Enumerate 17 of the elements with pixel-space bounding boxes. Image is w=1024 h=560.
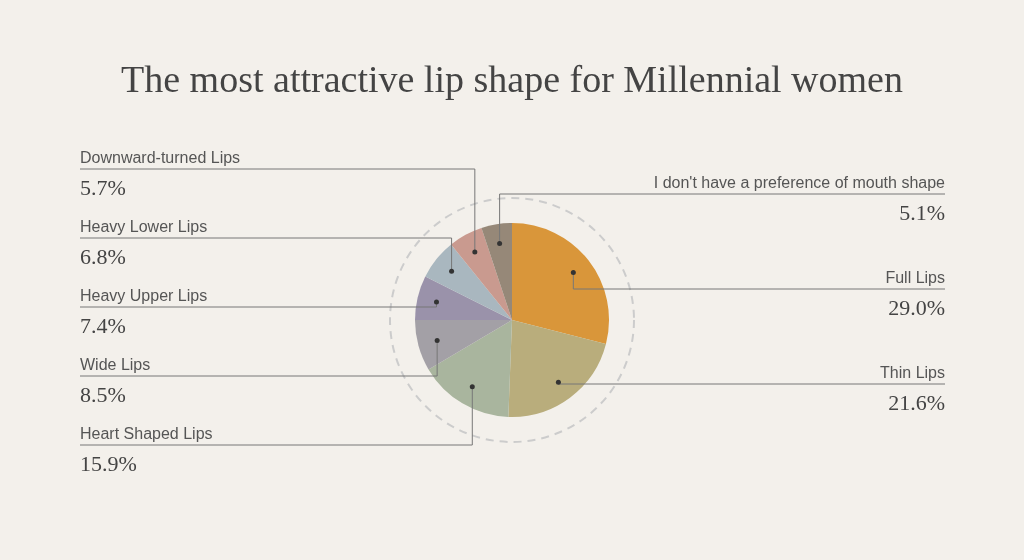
slice-label: Thin Lips: [880, 364, 945, 381]
slice-label: Heavy Upper Lips: [80, 287, 208, 304]
data-label: 5.7%: [80, 175, 126, 200]
chart-title: The most attractive lip shape for Millennial women: [121, 58, 903, 100]
slice-label: Wide Lips: [80, 356, 151, 373]
data-label: 5.1%: [899, 200, 945, 225]
data-label: 7.4%: [80, 313, 126, 338]
data-label: 8.5%: [80, 382, 126, 407]
data-label: 29.0%: [888, 295, 945, 320]
data-label: 6.8%: [80, 244, 126, 269]
data-label: 15.9%: [80, 451, 137, 476]
slice-label: Full Lips: [885, 269, 945, 286]
slice-label: I don't have a preference of mouth shape: [653, 174, 946, 191]
slice-label: Downward-turned Lips: [80, 149, 241, 166]
slice-label: Heavy Lower Lips: [80, 218, 208, 235]
data-label: 21.6%: [888, 390, 945, 415]
slice-label: Heart Shaped Lips: [80, 425, 213, 442]
